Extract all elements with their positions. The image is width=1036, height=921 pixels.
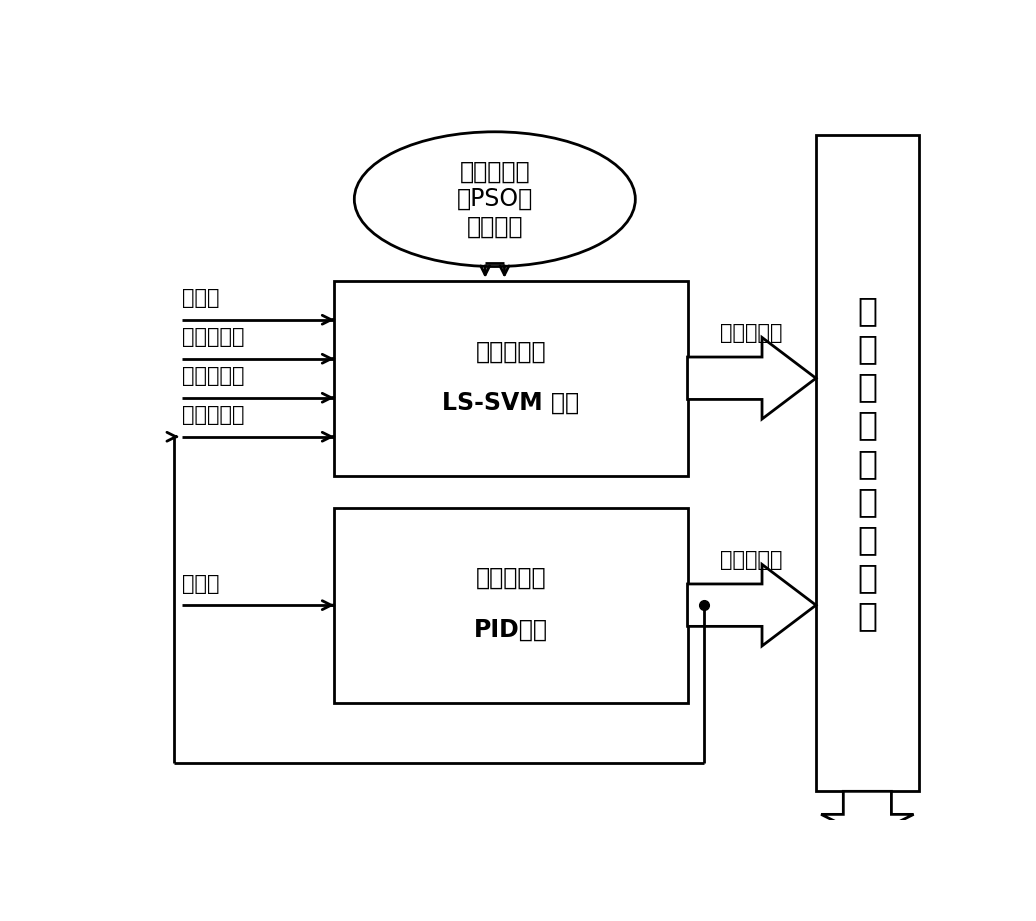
- Text: 密度值: 密度值: [181, 574, 220, 594]
- Text: 粒子群算法
（PSO）
参数优化: 粒子群算法 （PSO） 参数优化: [457, 159, 533, 239]
- Text: PID控制: PID控制: [473, 617, 548, 641]
- Text: 重
介
旋
流
器
分
选
过
程: 重 介 旋 流 器 分 选 过 程: [858, 294, 877, 633]
- Polygon shape: [688, 337, 816, 419]
- Bar: [335, 507, 688, 703]
- Text: 密度值: 密度值: [181, 288, 220, 309]
- Text: 补水阀开度: 补水阀开度: [720, 551, 783, 570]
- Text: 分流阀开度: 分流阀开度: [476, 339, 546, 363]
- Text: LS-SVM 模型: LS-SVM 模型: [442, 391, 579, 414]
- Text: 补水阀开度: 补水阀开度: [476, 566, 546, 590]
- Text: 补水阀开度: 补水阀开度: [181, 405, 244, 426]
- Text: 合介桶液位: 合介桶液位: [181, 367, 244, 387]
- Text: 分流阀开度: 分流阀开度: [720, 323, 783, 344]
- Text: 磁性物含量: 磁性物含量: [181, 327, 244, 347]
- Bar: [816, 135, 919, 791]
- Bar: [335, 281, 688, 476]
- Polygon shape: [822, 791, 914, 837]
- Polygon shape: [688, 565, 816, 646]
- Ellipse shape: [354, 132, 635, 266]
